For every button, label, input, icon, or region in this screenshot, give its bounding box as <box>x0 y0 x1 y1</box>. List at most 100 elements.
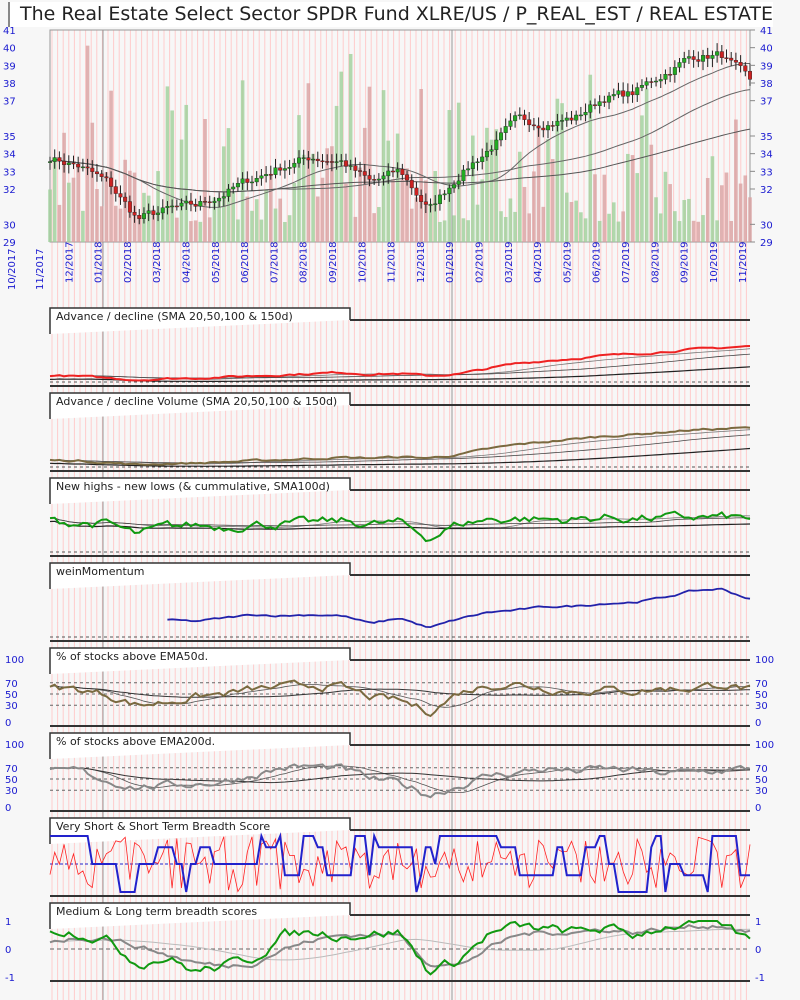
volume-bar <box>315 196 320 242</box>
candle <box>578 114 583 117</box>
advance-decline-line <box>49 345 751 382</box>
candle <box>729 57 734 61</box>
y-tick-label-left: 70 <box>5 679 18 690</box>
volume-bar <box>301 154 306 242</box>
volume-bar <box>231 192 236 242</box>
candle <box>320 160 325 163</box>
volume-bar <box>81 210 85 242</box>
volume-bar <box>720 185 724 242</box>
volume-bar <box>517 151 522 242</box>
candle <box>442 193 447 196</box>
candle <box>132 211 137 216</box>
panel-advance-decline: Advance / decline (SMA 20,50,100 & 150d) <box>49 307 750 387</box>
x-tick-label: 09/2019 <box>680 241 691 283</box>
candle <box>118 193 123 198</box>
candle <box>555 120 560 126</box>
y-tick-label-right: 30 <box>755 786 768 797</box>
volume-bar <box>602 174 607 242</box>
volume-bar <box>391 179 395 242</box>
y-tick-label-right: 100 <box>755 655 774 666</box>
x-tick-label: 11/2019 <box>738 241 749 283</box>
volume-bar <box>414 197 419 242</box>
volume-bar <box>734 119 738 242</box>
volume-bar <box>513 211 517 242</box>
volume-bar <box>569 201 574 242</box>
volume-bar <box>104 172 109 242</box>
volume-bar <box>621 211 625 242</box>
candle <box>278 167 283 171</box>
candle <box>372 179 377 181</box>
x-tick-label: 12/2017 <box>64 241 75 283</box>
volume-bar <box>386 140 391 242</box>
candle <box>362 171 367 176</box>
volume-bar <box>724 172 729 242</box>
candle <box>156 212 161 215</box>
volume-bar <box>259 219 264 242</box>
candle <box>494 139 499 150</box>
candle <box>433 203 438 206</box>
candle <box>738 62 743 66</box>
y-tick-label-right: 30 <box>760 220 773 231</box>
x-tick-label: 02/2019 <box>475 241 486 283</box>
candle <box>592 104 597 106</box>
candle <box>151 210 156 215</box>
x-tick-label: 11/2018 <box>387 241 398 283</box>
candle <box>395 168 400 173</box>
y-tick-label-left: 0 <box>5 803 11 814</box>
candle <box>400 168 405 175</box>
candle <box>466 168 471 171</box>
candle <box>353 165 358 171</box>
volume-bar <box>184 104 189 242</box>
panel-title-box <box>49 307 351 334</box>
advance-decline-volume-sma50 <box>49 434 751 464</box>
candle <box>409 179 414 189</box>
candle <box>414 187 419 196</box>
y-tick-label-left: 100 <box>5 740 24 751</box>
candle <box>531 124 536 127</box>
candle <box>245 178 250 183</box>
y-tick-label-right: 1 <box>755 917 761 928</box>
volume-bar <box>593 174 597 242</box>
volume-bar <box>95 189 99 242</box>
volume-bar <box>649 144 654 242</box>
volume-bar <box>170 110 174 242</box>
y-tick-label-left: 30 <box>5 786 18 797</box>
candle <box>541 127 546 131</box>
candle <box>611 94 616 97</box>
candle <box>217 197 222 202</box>
y-tick-label-right: 29 <box>760 238 773 249</box>
volume-bar <box>292 183 297 242</box>
candle <box>90 167 95 172</box>
volume-bar <box>668 184 672 242</box>
candle <box>188 200 193 205</box>
candle <box>282 168 287 171</box>
advance-decline-volume-sma100 <box>49 447 751 467</box>
candle <box>141 213 146 219</box>
candle <box>104 176 109 179</box>
candle <box>329 161 334 163</box>
volume-bar <box>715 220 719 242</box>
volume-bar <box>564 192 569 242</box>
volume-bar <box>236 219 240 242</box>
volume-bar <box>85 45 90 243</box>
new-highs-new-lows-sma50 <box>49 517 750 527</box>
candle <box>85 166 90 169</box>
candle <box>710 55 715 59</box>
candle <box>221 196 226 199</box>
candle <box>292 162 297 168</box>
volume-bar <box>583 218 588 242</box>
candle <box>273 167 278 175</box>
y-tick-label-left: 50 <box>5 775 18 786</box>
candle <box>254 178 259 183</box>
candle <box>146 210 151 214</box>
candle <box>123 196 128 202</box>
panel-title-box <box>49 392 351 419</box>
candle <box>193 204 198 207</box>
volume-bar <box>550 159 555 242</box>
x-tick-label: 10/2018 <box>357 241 368 283</box>
candle <box>724 57 729 59</box>
y-tick-label-right: 50 <box>755 775 768 786</box>
volume-bar <box>311 153 315 242</box>
volume-bar <box>687 198 691 242</box>
volume-bar <box>175 217 179 242</box>
